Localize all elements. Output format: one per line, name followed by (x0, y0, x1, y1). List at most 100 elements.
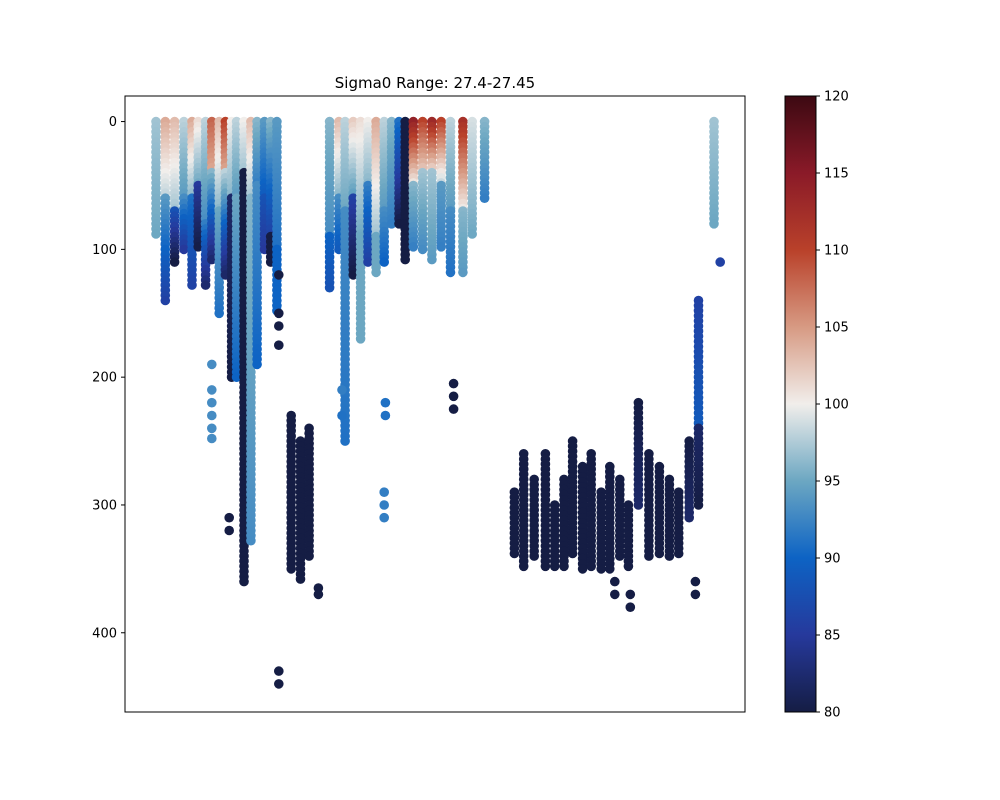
scatter-point (610, 589, 620, 600)
scatter-point (709, 219, 719, 229)
scatter-point (518, 561, 529, 572)
scatter-point (408, 242, 419, 252)
scatter-point (348, 270, 359, 280)
colorbar-tick-label: 120 (824, 90, 849, 105)
scatter-point (445, 267, 456, 278)
scatter-point (274, 340, 284, 351)
scatter-point (207, 359, 217, 370)
scatter-point (379, 500, 390, 510)
scatter-point (371, 267, 381, 278)
scatter-point (540, 561, 551, 572)
scatter-point (207, 433, 217, 444)
y-tick-label: 400 (92, 626, 117, 641)
scatter-point (559, 561, 569, 572)
scatter-point (207, 385, 217, 395)
colorbar-tick-label: 95 (824, 475, 841, 490)
scatter-point (193, 242, 203, 252)
scatter-point (313, 589, 324, 600)
scatter-point (207, 410, 217, 421)
scatter-point (274, 321, 284, 331)
scatter-point (596, 564, 606, 574)
scatter-point (400, 254, 411, 265)
scatter-point (664, 551, 675, 561)
colorbar-axis: 80 85 90 95 100 105 110 115 120 (816, 90, 849, 721)
scatter-point (252, 359, 262, 370)
colorbar-tick-label: 80 (824, 706, 841, 721)
scatter-point (386, 219, 397, 229)
scatter-point (187, 280, 197, 290)
y-tick-label: 100 (92, 243, 117, 258)
scatter-point (379, 512, 390, 523)
scatter-point (207, 254, 217, 265)
y-axis: 0 100 200 300 400 (92, 115, 125, 641)
scatter-point (337, 410, 347, 421)
scatter-point (436, 242, 447, 252)
scatter-point (577, 564, 588, 574)
scatter-point (586, 561, 596, 572)
colorbar-tick-label: 105 (824, 321, 849, 336)
scatter-point (207, 397, 217, 408)
scatter-point (467, 229, 478, 239)
colorbar-tick-label: 90 (824, 552, 841, 567)
scatter-point (673, 548, 684, 559)
scatter-point (274, 666, 284, 676)
scatter-point (625, 589, 636, 600)
scatter-point (380, 410, 391, 421)
scatter-point (200, 280, 211, 290)
scatter-point (379, 487, 390, 498)
y-tick-label: 300 (92, 498, 117, 513)
scatter-point (625, 602, 636, 612)
scatter-point (448, 378, 459, 389)
scatter-point (380, 397, 391, 408)
chart-title: Sigma0 Range: 27.4-27.45 (335, 74, 535, 92)
scatter-point (304, 551, 314, 561)
scatter-point (623, 561, 634, 572)
scatter-point (169, 257, 180, 267)
scatter-point (684, 512, 694, 523)
scatter-point (567, 548, 578, 559)
scatter-point (529, 551, 539, 561)
scatter-point (448, 391, 459, 402)
scatter-point (179, 244, 189, 255)
scatter-point (633, 500, 644, 510)
scatter-point (214, 308, 224, 319)
y-tick-label: 200 (92, 371, 117, 386)
colorbar (784, 95, 817, 713)
scatter-point (654, 548, 665, 559)
scatter-point (207, 423, 217, 434)
scatter-point (324, 282, 335, 293)
scatter-point (644, 551, 654, 561)
scatter-point (337, 385, 347, 395)
scatter-point (549, 561, 560, 572)
colorbar-tick-label: 100 (824, 398, 849, 413)
scatter-point (690, 589, 701, 600)
scatter-point (274, 270, 284, 280)
y-tick-label: 0 (109, 115, 117, 130)
scatter-point (715, 257, 725, 267)
scatter-point (693, 500, 704, 510)
scatter-point (340, 436, 350, 446)
scatter-point (160, 295, 171, 306)
scatter-point (610, 576, 620, 587)
scatter-point (479, 193, 490, 203)
plot-frame (124, 95, 746, 713)
scatter-point (224, 525, 234, 536)
scatter-point (286, 564, 297, 574)
scatter-point (239, 576, 249, 587)
scatter-point (363, 257, 373, 267)
scatter-point (246, 535, 256, 546)
scatter-point (427, 254, 437, 265)
scatter-point (224, 512, 234, 523)
scatter-point (231, 372, 242, 383)
scatter-point (615, 551, 625, 561)
scatter-point (355, 334, 366, 344)
scatter-point (605, 564, 615, 574)
scatter-point (690, 576, 701, 587)
scatter-point (295, 574, 306, 584)
scatter-point (509, 548, 520, 559)
scatter-point (458, 267, 468, 278)
colorbar-tick-label: 115 (824, 167, 849, 182)
scatter-point (379, 257, 390, 267)
scatter-point (274, 679, 284, 689)
